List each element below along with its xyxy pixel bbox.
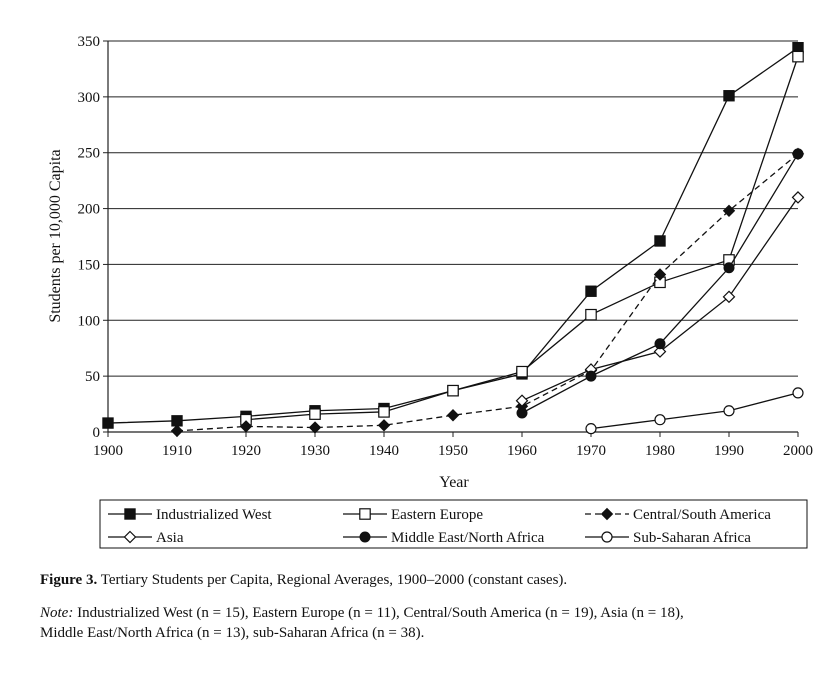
series-eastern-europe [240,50,804,426]
data-point [585,308,597,321]
x-tick-label: 1900 [93,443,123,459]
series-asia [515,191,805,408]
data-point [722,290,736,304]
data-point [102,417,114,429]
data-point [585,423,597,435]
data-point [446,409,460,422]
series-line [176,153,799,432]
y-axis-title: Students per 10,000 Capita [47,149,64,322]
data-point [653,345,667,358]
data-point [653,268,667,281]
y-tick-label: 250 [78,146,101,162]
data-point [654,338,666,350]
series-central-south-america [170,147,805,438]
data-point [308,421,322,434]
data-point [516,365,528,378]
data-point [792,148,804,160]
series-line [521,197,799,402]
data-point [378,406,390,418]
y-tick-label: 350 [78,34,101,50]
data-point [170,424,184,438]
data-point [791,191,805,204]
line-chart: 0 50 100 150 200 250 300 350 1900 1910 1920 1930 194… [47,34,814,549]
legend-item: Eastern Europe [343,507,483,523]
legend-item: Asia [108,530,184,546]
x-tick-label: 1990 [714,443,744,459]
legend-item: Industrialized West [108,507,272,523]
legend-label: Asia [156,530,184,546]
x-tick-label: 1960 [507,443,537,459]
figure-title: Tertiary Students per Capita, Regional A… [100,572,568,588]
legend-marker [359,531,371,543]
data-point [171,415,183,427]
legend-item: Middle East/North Africa [343,530,545,546]
y-tick-label: 0 [93,425,101,441]
legend-box [99,499,808,549]
note-line-2: Middle East/North Africa (n = 13), sub-S… [40,625,425,641]
data-point [792,387,804,399]
axes: 0 50 100 150 200 250 300 350 1900 1910 1920 1930 194… [78,34,814,459]
data-point [239,420,253,433]
data-point [723,90,735,102]
legend-marker [601,531,613,543]
legend-label: Central/South America [633,507,771,523]
legend-label: Middle East/North Africa [391,530,545,546]
note-label: Note: [40,605,74,621]
figure-caption: Figure 3. Tertiary Students per Capita, … [40,570,810,590]
data-point [309,408,321,420]
x-tick-label: 1930 [300,443,330,459]
legend-marker [123,530,137,544]
data-point [792,50,804,63]
legend-label: Sub-Saharan Africa [633,530,751,546]
y-tick-label: 200 [78,202,101,218]
data-point [722,204,736,218]
series-industrialized-west [102,42,804,429]
data-point [723,405,735,417]
legend-marker [600,507,614,521]
x-tick-label: 1980 [645,443,675,459]
data-point [516,407,528,419]
legend-item: Central/South America [585,507,771,523]
series-middle-east-north-africa [516,148,804,419]
legend-item: Sub-Saharan Africa [585,530,751,546]
x-tick-label: 1970 [576,443,606,459]
legend-label: Eastern Europe [391,507,483,523]
x-tick-label: 1940 [369,443,399,459]
data-point [585,370,597,382]
y-tick-label: 100 [78,313,101,329]
x-tick-label: 1910 [162,443,192,459]
legend-label: Industrialized West [156,507,272,523]
figure-note: Note: Industrialized West (n = 15), East… [40,603,810,643]
series-sub-saharan-africa [585,387,804,435]
data-point [515,394,529,408]
data-point [654,235,666,247]
data-point [654,414,666,426]
data-point [377,419,391,432]
x-tick-label: 1920 [231,443,261,459]
series-line [107,47,799,424]
y-tick-label: 50 [85,369,100,385]
figure-number: Figure 3. [40,572,98,588]
x-tick-label: 2000 [783,443,813,459]
data-point [447,384,459,397]
y-tick-label: 150 [78,257,101,273]
legend-marker [124,508,136,520]
legend: Industrialized West Eastern Europe Central… [99,499,808,549]
y-tick-label: 300 [78,90,101,106]
x-tick-label: 1950 [438,443,468,459]
note-line-1: Industrialized West (n = 15), Eastern Eu… [77,605,684,621]
x-axis-title: Year [439,474,469,491]
grid-lines [108,40,798,377]
data-series [102,42,805,438]
legend-marker [359,508,371,520]
data-point [723,262,735,274]
series-line [245,56,799,421]
data-point [585,285,597,297]
series-line [590,392,799,430]
